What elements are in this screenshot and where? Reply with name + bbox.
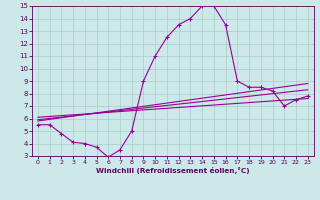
X-axis label: Windchill (Refroidissement éolien,°C): Windchill (Refroidissement éolien,°C) (96, 167, 250, 174)
